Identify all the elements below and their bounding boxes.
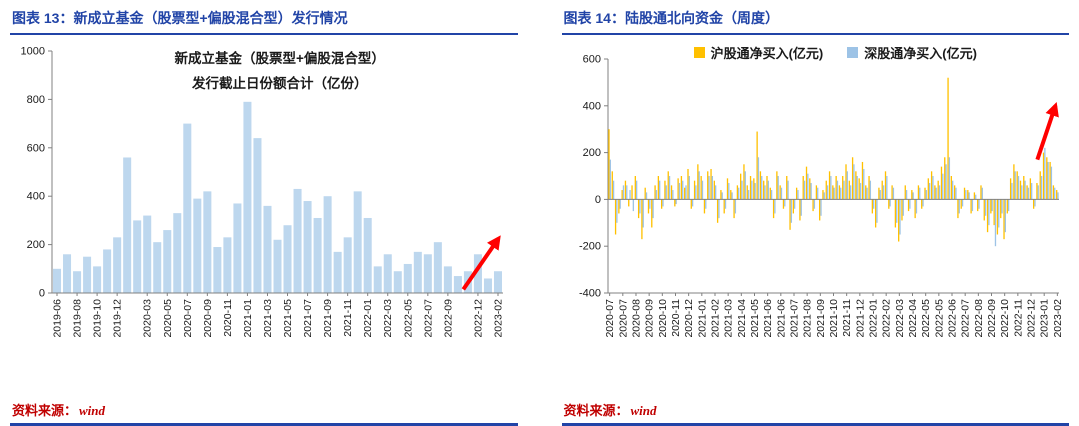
svg-text:2021-05: 2021-05 xyxy=(282,299,294,338)
svg-text:1000: 1000 xyxy=(21,46,45,58)
source-wind: wind xyxy=(630,403,657,418)
svg-text:2021-01: 2021-01 xyxy=(242,299,254,338)
svg-text:-400: -400 xyxy=(578,288,600,300)
svg-text:2019-06: 2019-06 xyxy=(52,299,64,338)
source-note: 资料来源： wind xyxy=(10,400,518,423)
svg-text:2021-02: 2021-02 xyxy=(709,299,721,338)
svg-text:2021-09: 2021-09 xyxy=(322,299,334,338)
svg-text:2021-07: 2021-07 xyxy=(788,299,800,338)
svg-text:0: 0 xyxy=(39,288,45,300)
svg-text:2022-06: 2022-06 xyxy=(946,299,958,338)
northbound-flow-bar-chart: -400 -200 0 200 400 600 2020-07 2020-07 2020-08 2… xyxy=(562,39,1067,368)
svg-text:2020-07: 2020-07 xyxy=(604,299,616,338)
figure-13-header-rule xyxy=(10,33,518,35)
svg-text:2021-01: 2021-01 xyxy=(696,299,708,338)
svg-text:2021-11: 2021-11 xyxy=(841,299,853,337)
svg-text:2020-10: 2020-10 xyxy=(656,299,668,338)
svg-text:2021-12: 2021-12 xyxy=(854,299,866,338)
svg-text:2022-07: 2022-07 xyxy=(959,299,971,338)
figure-14-panel: 图表 14：陆股通北向资金（周度） -400 -200 0 200 400 600 2020… xyxy=(561,6,1070,426)
svg-text:2023-01: 2023-01 xyxy=(1038,299,1050,338)
svg-text:2020-11: 2020-11 xyxy=(669,299,681,337)
svg-text:2022-11: 2022-11 xyxy=(1012,299,1024,337)
figure-13-bottom-rule xyxy=(10,423,518,426)
svg-text:2022-12: 2022-12 xyxy=(472,299,484,338)
svg-text:2020-03: 2020-03 xyxy=(142,299,154,338)
svg-text:2019-10: 2019-10 xyxy=(92,299,104,338)
svg-text:2022-05: 2022-05 xyxy=(933,299,945,338)
svg-text:2021-08: 2021-08 xyxy=(801,299,813,338)
source-note: 资料来源： wind xyxy=(562,400,1070,423)
spacer xyxy=(10,367,518,400)
spacer xyxy=(562,367,1070,400)
svg-text:200: 200 xyxy=(582,147,600,159)
svg-text:2022-03: 2022-03 xyxy=(382,299,394,338)
svg-text:600: 600 xyxy=(582,54,600,66)
svg-text:2020-08: 2020-08 xyxy=(630,299,642,338)
figure-14-header: 图表 14：陆股通北向资金（周度） xyxy=(563,10,779,26)
svg-text:400: 400 xyxy=(27,191,45,203)
svg-text:2022-07: 2022-07 xyxy=(422,299,434,338)
svg-text:2022-03: 2022-03 xyxy=(893,299,905,338)
svg-text:2022-05: 2022-05 xyxy=(920,299,932,338)
svg-text:2020-09: 2020-09 xyxy=(643,299,655,338)
svg-text:2021-05: 2021-05 xyxy=(748,299,760,338)
svg-text:2021-06: 2021-06 xyxy=(762,299,774,338)
source-label: 资料来源： xyxy=(563,403,629,418)
svg-text:2020-07: 2020-07 xyxy=(182,299,194,338)
fund-issuance-chart-area: 0 200 400 600 800 1000 2019-06 2019-08 2019-10 20… xyxy=(10,39,518,367)
svg-text:2022-09: 2022-09 xyxy=(442,299,454,338)
svg-text:2021-03: 2021-03 xyxy=(262,299,274,338)
svg-text:2022-02: 2022-02 xyxy=(880,299,892,338)
svg-text:2021-04: 2021-04 xyxy=(735,299,747,338)
svg-text:-200: -200 xyxy=(578,241,600,253)
svg-text:2022-12: 2022-12 xyxy=(1025,299,1037,338)
svg-text:2020-07: 2020-07 xyxy=(617,299,629,338)
source-label: 资料来源： xyxy=(12,403,78,418)
svg-text:2021-09: 2021-09 xyxy=(814,299,826,338)
figure-13-header: 图表 13：新成立基金（股票型+偏股混合型）发行情况 xyxy=(12,10,348,26)
svg-text:2021-07: 2021-07 xyxy=(302,299,314,338)
figure-14-bottom-rule xyxy=(561,423,1069,426)
svg-text:2022-01: 2022-01 xyxy=(362,299,374,338)
svg-text:2020-05: 2020-05 xyxy=(162,299,174,338)
svg-text:2023-02: 2023-02 xyxy=(1051,299,1063,338)
svg-text:2021-10: 2021-10 xyxy=(828,299,840,338)
svg-text:2020-11: 2020-11 xyxy=(222,299,234,337)
northbound-flow-chart-area: -400 -200 0 200 400 600 2020-07 2020-07 2020-08 2… xyxy=(562,39,1070,367)
fund-issuance-bar-chart: 0 200 400 600 800 1000 2019-06 2019-08 2019-10 20… xyxy=(10,39,515,368)
svg-text:200: 200 xyxy=(27,239,45,251)
svg-text:400: 400 xyxy=(582,100,600,112)
svg-text:2021-11: 2021-11 xyxy=(342,299,354,337)
source-wind: wind xyxy=(79,403,106,418)
svg-text:2019-08: 2019-08 xyxy=(72,299,84,338)
svg-text:2022-10: 2022-10 xyxy=(999,299,1011,338)
figure-13-panel: 图表 13：新成立基金（股票型+偏股混合型）发行情况 0 200 400 600 800… xyxy=(10,6,518,426)
svg-text:2022-04: 2022-04 xyxy=(907,299,919,338)
svg-text:2022-09: 2022-09 xyxy=(986,299,998,338)
svg-text:2019-12: 2019-12 xyxy=(112,299,124,338)
svg-text:600: 600 xyxy=(27,142,45,154)
svg-text:2022-05: 2022-05 xyxy=(402,299,414,338)
svg-text:2021-06: 2021-06 xyxy=(775,299,787,338)
svg-text:2020-09: 2020-09 xyxy=(202,299,214,338)
svg-text:2021-03: 2021-03 xyxy=(722,299,734,338)
svg-text:2022-08: 2022-08 xyxy=(972,299,984,338)
svg-text:2022-01: 2022-01 xyxy=(867,299,879,338)
svg-text:800: 800 xyxy=(27,94,45,106)
svg-text:2023-02: 2023-02 xyxy=(492,299,504,338)
figure-14-header-rule xyxy=(561,33,1069,35)
svg-text:0: 0 xyxy=(594,194,600,206)
svg-text:2020-12: 2020-12 xyxy=(683,299,695,338)
